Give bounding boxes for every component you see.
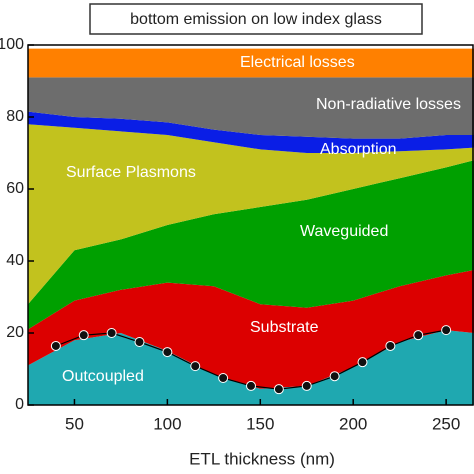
marker-dot xyxy=(134,337,145,347)
area-label: Substrate xyxy=(250,319,319,336)
title-box xyxy=(89,3,423,35)
marker-dot xyxy=(50,340,61,351)
marker-dot xyxy=(246,380,256,391)
marker-dot xyxy=(441,325,452,336)
marker-dot xyxy=(218,373,229,383)
x-axis-label: ETL thickness (nm) xyxy=(189,449,335,468)
marker-dot xyxy=(162,347,173,358)
y-tick-label: 100 xyxy=(0,36,24,53)
area-label: Absorption xyxy=(320,141,397,158)
marker-dot xyxy=(78,330,89,341)
area-segment xyxy=(28,330,474,405)
y-tick-label: 0 xyxy=(15,396,24,413)
area-label: Surface Plasmons xyxy=(66,164,196,181)
y-tick-label: 40 xyxy=(6,252,24,269)
marker-dot xyxy=(301,380,312,391)
x-tick-label: 200 xyxy=(339,414,367,433)
marker-dot xyxy=(106,328,117,338)
marker-dot xyxy=(190,361,201,372)
marker-dot xyxy=(385,340,396,351)
area-label: Outcoupled xyxy=(62,368,144,385)
x-tick-label: 50 xyxy=(65,414,84,433)
x-tick-label: 100 xyxy=(153,414,181,433)
marker-dot xyxy=(413,330,424,341)
y-tick-label: 60 xyxy=(6,180,24,197)
marker-dot xyxy=(357,357,368,368)
area-label: Non-radiative losses xyxy=(316,96,461,113)
x-tick-label: 150 xyxy=(246,414,274,433)
area-segment xyxy=(28,111,474,153)
plot-frame xyxy=(27,44,474,406)
area-segment xyxy=(28,124,474,305)
y-tick-label: 80 xyxy=(6,108,24,125)
area-segment xyxy=(28,48,474,78)
y-tick-label: 20 xyxy=(6,324,24,341)
chart-title: bottom emission on low index glass xyxy=(130,11,382,28)
area-label: Electrical losses xyxy=(240,54,355,71)
marker-dot xyxy=(329,371,340,382)
area-segment xyxy=(28,160,474,330)
area-label: Waveguided xyxy=(300,223,388,240)
marker-dot xyxy=(273,384,284,395)
x-tick-label: 250 xyxy=(432,414,460,433)
area-segment xyxy=(28,77,474,139)
